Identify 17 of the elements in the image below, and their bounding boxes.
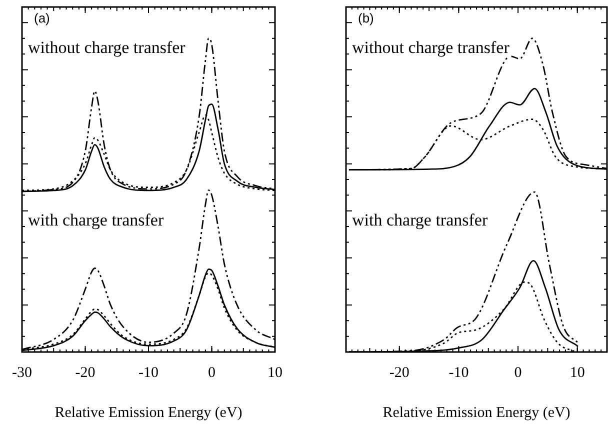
x-tick-label: 0 xyxy=(514,364,522,381)
annotation: without charge transfer xyxy=(352,38,510,57)
x-tick-label: 10 xyxy=(268,364,282,381)
x-tick-label: 0 xyxy=(208,364,216,381)
annotation: without charge transfer xyxy=(28,38,186,57)
x-tick-label: 10 xyxy=(570,364,585,381)
annotation: with charge transfer xyxy=(352,210,488,230)
x-axis-title: Relative Emission Energy (eV) xyxy=(54,404,242,421)
x-axis-title: Relative Emission Energy (eV) xyxy=(382,404,570,421)
x-tick-label: -10 xyxy=(138,364,158,381)
annotation: with charge transfer xyxy=(28,210,164,230)
x-tick-label: -20 xyxy=(75,364,96,381)
x-tick-label: -30 xyxy=(12,364,32,381)
x-tick-label: -20 xyxy=(389,364,410,381)
text: (b) xyxy=(358,10,374,26)
text: (a) xyxy=(34,10,50,26)
x-tick-label: -10 xyxy=(448,364,469,381)
